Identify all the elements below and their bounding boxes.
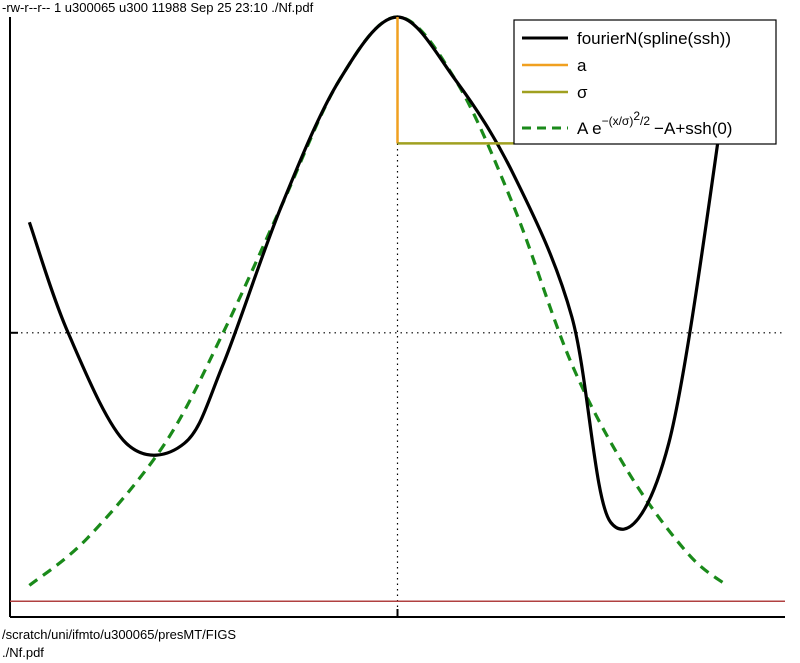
series-layer <box>27 15 729 587</box>
filename-footer: ./Nf.pdf <box>2 645 44 660</box>
legend-item-sigma-label: σ <box>577 83 588 102</box>
legend: fourierN(spline(ssh)) aσ A e−(x/σ)2/2 −A+ss… <box>513 19 777 145</box>
legend-item-a-label: a <box>577 56 587 75</box>
path-footer: /scratch/uni/ifmto/u300065/presMT/FIGS <box>2 627 237 642</box>
file-listing-header: -rw-r--r-- 1 u300065 u300 11988 Sep 25 2… <box>2 0 314 15</box>
legend-item-fourier-label: fourierN(spline(ssh)) <box>577 29 731 48</box>
legend-box <box>513 19 777 145</box>
legend-item-gaussian-label: A e−(x/σ)2/2 −A+ssh(0) <box>577 109 732 138</box>
